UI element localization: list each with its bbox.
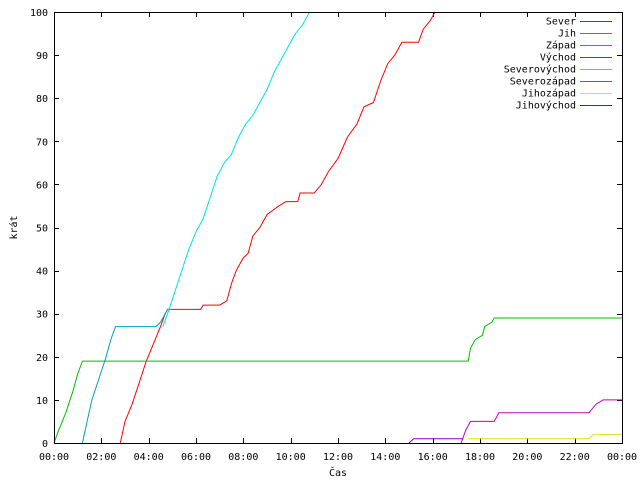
- series-line-jih: [53, 317, 622, 444]
- x-tick-label: 18:00: [465, 452, 495, 463]
- x-axis-label: Čas: [329, 466, 347, 479]
- y-tick-label: 30: [36, 310, 48, 321]
- x-tick-label: 04:00: [134, 452, 164, 463]
- x-tick-label: 02:00: [86, 452, 116, 463]
- x-tick-label: 16:00: [418, 452, 448, 463]
- series-line-vychod: [460, 399, 622, 444]
- y-tick-label: 90: [36, 51, 48, 62]
- x-tick-label: 20:00: [512, 452, 542, 463]
- plot-frame: [54, 12, 623, 444]
- series-line-sever: [119, 11, 436, 444]
- x-tick-label: 10:00: [276, 452, 306, 463]
- axes: 00:00 02:00 04:00 06:00 08:00 10:00 12:00 14:00…: [30, 8, 637, 463]
- legend-label-severozapad: Severozápad: [510, 76, 576, 88]
- series-line-jihozapad: [468, 433, 622, 440]
- legend-label-jihozapad: Jihozápad: [522, 88, 576, 100]
- x-tick-label: 08:00: [228, 452, 258, 463]
- y-tick-label: 50: [36, 224, 48, 235]
- y-tick-label: 0: [42, 439, 48, 450]
- series-line-severovychod: [162, 11, 311, 327]
- legend-label-jihovychod: Jihovýchod: [516, 100, 576, 112]
- series-line-jihovychod: [408, 438, 464, 444]
- legend-label-jih: Jih: [558, 29, 576, 40]
- y-tick-label: 40: [36, 267, 48, 278]
- x-tick-label: 06:00: [181, 452, 211, 463]
- legend: SeverJihZápadVýchodSeverovýchodSeverozáp…: [504, 17, 612, 112]
- y-tick-label: 20: [36, 353, 48, 364]
- series-line-zapad: [81, 308, 173, 444]
- x-tick-label: 22:00: [560, 452, 590, 463]
- legend-label-severovychod: Severovýchod: [504, 64, 576, 76]
- legend-label-vychod: Východ: [540, 52, 576, 64]
- y-tick-label: 100: [30, 8, 48, 19]
- y-tick-label: 60: [36, 180, 48, 191]
- x-tick-label: 12:00: [323, 452, 353, 463]
- series-layer: [53, 11, 622, 444]
- y-tick-label: 80: [36, 94, 48, 105]
- y-tick-label: 10: [36, 396, 48, 407]
- y-axis-label: krát: [8, 215, 20, 239]
- legend-label-zapad: Západ: [546, 40, 576, 52]
- x-tick-label: 14:00: [370, 452, 400, 463]
- y-tick-label: 70: [36, 137, 48, 148]
- x-tick-label: 00:00: [39, 452, 69, 463]
- x-tick-label: 00:00: [607, 452, 637, 463]
- legend-label-sever: Sever: [546, 17, 576, 28]
